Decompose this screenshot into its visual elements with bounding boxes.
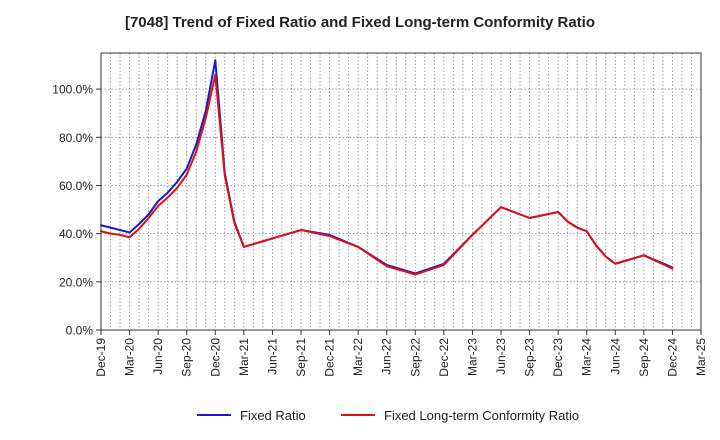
chart-title: [7048] Trend of Fixed Ratio and Fixed Lo… <box>124 14 596 31</box>
y-tick-label: 0.0% <box>66 324 94 338</box>
x-tick-label: Dec-24 <box>665 338 679 377</box>
x-tick-label: Dec-20 <box>208 338 222 377</box>
x-tick-label: Mar-23 <box>465 338 479 376</box>
x-tick-label: Sep-23 <box>523 338 537 377</box>
x-tick-label: Mar-20 <box>123 338 137 376</box>
x-tick-label: Sep-24 <box>637 338 651 377</box>
x-tick-label: Mar-21 <box>237 338 251 376</box>
x-tick-label: Sep-22 <box>408 338 422 377</box>
y-axis: 0.0% 20.0% 40.0% 60.0% 80.0% 100.0% <box>52 83 101 338</box>
y-tick-label: 20.0% <box>59 275 93 289</box>
legend: Fixed Ratio Fixed Long-term Conformity R… <box>0 404 720 426</box>
y-tick-label: 60.0% <box>59 179 93 193</box>
x-tick-label: Jun-20 <box>151 338 165 375</box>
series-lines <box>100 59 674 276</box>
legend-swatch-fixed-long-term-conformity-ratio <box>341 414 375 416</box>
x-tick-label: Jun-22 <box>380 338 394 375</box>
legend-item-fixed-long-term-conformity-ratio: Fixed Long-term Conformity Ratio <box>341 404 579 426</box>
legend-label-fixed-long-term-conformity-ratio: Fixed Long-term Conformity Ratio <box>384 407 580 423</box>
grid-lines <box>100 53 702 331</box>
legend-label-fixed-ratio: Fixed Ratio <box>240 407 306 423</box>
series-line-fixed-long-term-conformity-ratio <box>100 73 674 276</box>
x-tick-label: Dec-19 <box>94 338 108 377</box>
y-tick-label: 80.0% <box>59 131 93 145</box>
x-tick-label: Sep-21 <box>294 338 308 377</box>
x-tick-label: Mar-25 <box>694 338 708 376</box>
x-tick-label: Jun-24 <box>608 338 622 375</box>
x-tick-label: Dec-21 <box>323 338 337 377</box>
x-tick-label: Dec-22 <box>437 338 451 377</box>
x-tick-label: Sep-20 <box>180 338 194 377</box>
x-axis: Dec-19 Mar-20 Jun-20 Sep-20 Dec-20 Mar-21 Jun-… <box>94 330 708 377</box>
legend-swatch-fixed-ratio <box>197 414 231 416</box>
y-tick-label: 40.0% <box>59 227 93 241</box>
x-tick-label: Jun-23 <box>494 338 508 375</box>
x-tick-label: Dec-23 <box>551 338 565 377</box>
y-tick-label: 100.0% <box>52 83 93 97</box>
x-tick-label: Jun-21 <box>265 338 279 375</box>
x-tick-label: Mar-24 <box>580 338 594 376</box>
plot-frame <box>100 52 702 331</box>
x-tick-label: Mar-22 <box>351 338 365 376</box>
legend-item-fixed-ratio: Fixed Ratio <box>197 404 306 426</box>
